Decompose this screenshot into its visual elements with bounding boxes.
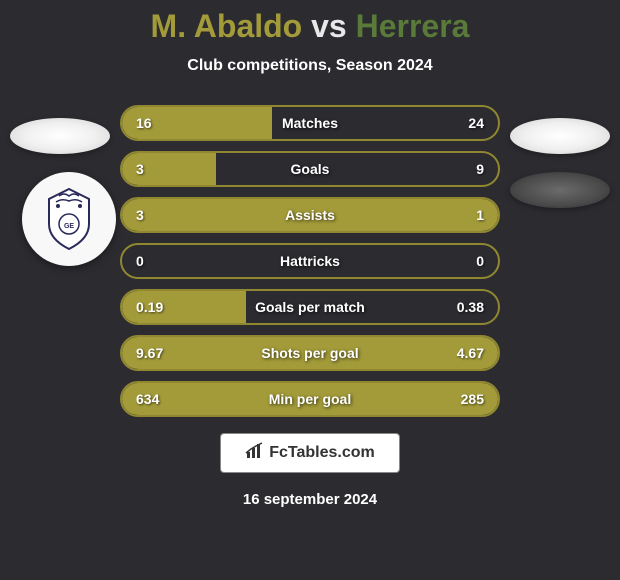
- stat-row: 16 Matches 24: [120, 105, 500, 141]
- stat-label: Matches: [282, 115, 338, 131]
- stat-value-left: 3: [136, 207, 144, 223]
- stat-row: 3 Goals 9: [120, 151, 500, 187]
- stat-label: Shots per goal: [261, 345, 358, 361]
- stat-label: Min per goal: [269, 391, 351, 407]
- stat-row: 0.19 Goals per match 0.38: [120, 289, 500, 325]
- stat-value-left: 0.19: [136, 299, 163, 315]
- crest-ellipse-player2-top: [510, 118, 610, 154]
- stat-value-right: 1: [476, 207, 484, 223]
- stat-value-left: 3: [136, 161, 144, 177]
- comparison-container: M. Abaldo vs Herrera Club competitions, …: [0, 0, 620, 580]
- stat-value-left: 0: [136, 253, 144, 269]
- chart-icon: [245, 442, 265, 465]
- stat-value-left: 16: [136, 115, 152, 131]
- title-player1: M. Abaldo: [151, 8, 303, 44]
- stat-label: Goals per match: [255, 299, 365, 315]
- crest-ellipse-player1-top: [10, 118, 110, 154]
- subtitle: Club competitions, Season 2024: [0, 57, 620, 75]
- club-badge-player1: GE: [22, 172, 116, 266]
- stats-list: 16 Matches 24 3 Goals 9 3 Assists 1 0 Hattricks 0 0.…: [120, 105, 500, 417]
- stat-value-right: 9: [476, 161, 484, 177]
- stat-value-right: 0: [476, 253, 484, 269]
- stat-label: Goals: [291, 161, 330, 177]
- stat-label: Assists: [285, 207, 335, 223]
- footer-date: 16 september 2024: [0, 491, 620, 508]
- crest-ellipse-player2-bottom: [510, 172, 610, 208]
- stat-value-right: 285: [461, 391, 484, 407]
- stat-value-right: 24: [468, 115, 484, 131]
- footer-logo: FcTables.com: [220, 433, 400, 473]
- stat-value-left: 634: [136, 391, 159, 407]
- stat-row: 3 Assists 1: [120, 197, 500, 233]
- stat-value-right: 0.38: [457, 299, 484, 315]
- stat-row: 634 Min per goal 285: [120, 381, 500, 417]
- title-player2: Herrera: [356, 8, 470, 44]
- svg-text:GE: GE: [64, 223, 74, 230]
- title-vs: vs: [302, 8, 355, 44]
- page-title: M. Abaldo vs Herrera: [0, 8, 620, 45]
- stat-row: 0 Hattricks 0: [120, 243, 500, 279]
- stat-label: Hattricks: [280, 253, 340, 269]
- footer-logo-text: FcTables.com: [269, 444, 375, 462]
- stat-bar-left: [122, 199, 404, 231]
- stat-value-right: 4.67: [457, 345, 484, 361]
- stat-row: 9.67 Shots per goal 4.67: [120, 335, 500, 371]
- club-crest-icon: GE: [34, 184, 104, 254]
- stat-value-left: 9.67: [136, 345, 163, 361]
